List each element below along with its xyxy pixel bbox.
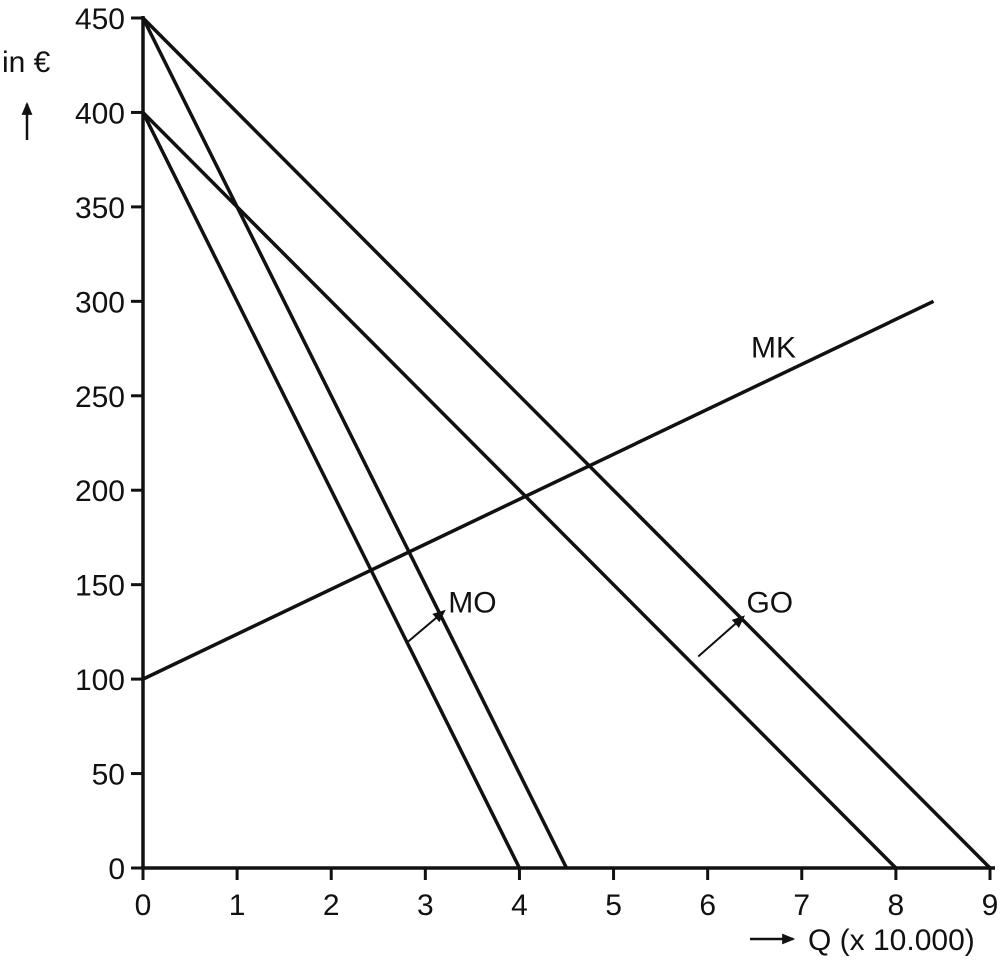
x-tick-label: 5 xyxy=(605,889,622,922)
curve-MO-original xyxy=(141,111,522,869)
x-tick-label: 4 xyxy=(511,889,528,922)
y-tick-label: 50 xyxy=(92,759,125,792)
curve-GO-original xyxy=(141,111,898,870)
shift-arrow-go-icon xyxy=(697,615,746,658)
y-axis-title: in € xyxy=(2,46,51,79)
y-tick-label: 400 xyxy=(75,97,125,130)
x-axis-title: Q (x 10.000) xyxy=(808,924,975,957)
y-tick-label: 250 xyxy=(75,381,125,414)
y-tick-label: 300 xyxy=(75,286,125,319)
x-tick-label: 3 xyxy=(417,889,434,922)
x-tick-label: 8 xyxy=(888,889,905,922)
x-tick-label: 2 xyxy=(323,889,340,922)
x-tick-label: 0 xyxy=(135,889,152,922)
curve-MO-shifted xyxy=(141,17,569,869)
y-tick-label: 350 xyxy=(75,192,125,225)
y-tick-label: 450 xyxy=(75,3,125,36)
y-tick-label: 100 xyxy=(75,664,125,697)
y-tick-label: 150 xyxy=(75,570,125,603)
curve-GO-shifted xyxy=(141,16,992,870)
curve-label-go: GO xyxy=(746,587,793,620)
curve-MK xyxy=(142,299,935,681)
curve-label-mk: MK xyxy=(751,332,796,365)
x-tick-label: 6 xyxy=(699,889,716,922)
curve-label-mo: MO xyxy=(448,587,496,620)
x-tick-label: 9 xyxy=(982,889,999,922)
y-tick-label: 200 xyxy=(75,475,125,508)
x-tick-label: 1 xyxy=(229,889,246,922)
y-tick-label: 0 xyxy=(108,853,125,886)
x-tick-label: 7 xyxy=(793,889,810,922)
shift-arrow-mo-icon xyxy=(407,609,446,643)
